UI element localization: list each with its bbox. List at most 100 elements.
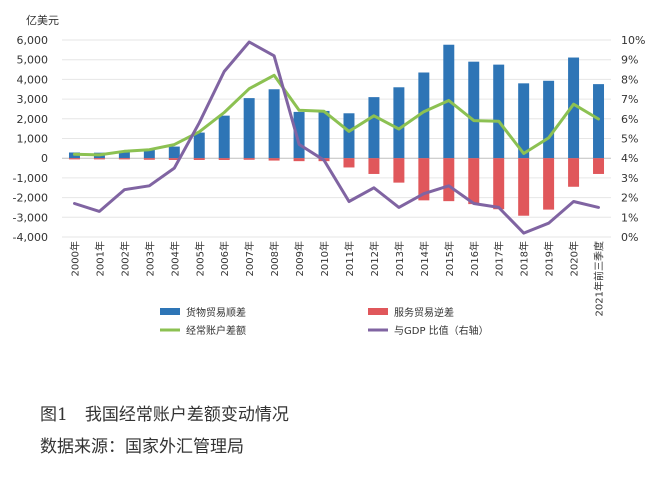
right-tick-label: 8% — [621, 73, 638, 86]
services-trade-bar — [368, 158, 380, 174]
chart: -4,000 -3,000 -2,000 -1,000 0 1,000 2,000 3,000… — [13, 14, 646, 337]
current-account-line — [73, 73, 600, 157]
goods-trade-bar — [568, 57, 580, 159]
right-tick-label: 3% — [621, 172, 638, 185]
x-tick-label: 2013年 — [393, 241, 406, 276]
goods-trade-bar — [343, 113, 355, 159]
x-tick-label: 2003年 — [143, 241, 156, 276]
x-tick-label: 2012年 — [368, 241, 381, 276]
services-trade-bar — [193, 158, 205, 160]
goods-trade-bar — [243, 98, 255, 159]
right-tick-label: 1% — [621, 211, 638, 224]
x-tick-label: 2020年 — [568, 241, 581, 276]
left-tick-label: -4,000 — [13, 231, 48, 244]
x-tick-label: 2008年 — [268, 241, 281, 276]
legend-label: 服务贸易逆差 — [394, 306, 454, 319]
services-trade-bar — [393, 158, 405, 183]
x-tick-label: 2011年 — [343, 241, 356, 276]
services-trade-bar — [218, 158, 230, 160]
goods-trade-bar — [468, 61, 480, 159]
services-trade-bar — [543, 158, 555, 210]
goods-trade-bar — [543, 80, 555, 159]
x-tick-label: 2009年 — [293, 241, 306, 276]
x-tick-label: 2010年 — [318, 241, 331, 276]
services-trade-bar — [168, 158, 180, 160]
right-tick-label: 9% — [621, 54, 638, 67]
services-trade-bar — [293, 158, 305, 162]
left-tick-label: 0 — [41, 152, 48, 165]
x-tick-label: 2007年 — [243, 241, 256, 276]
right-tick-label: 5% — [621, 133, 638, 146]
services-trade-bar — [343, 158, 355, 168]
goods-trade-bar — [143, 149, 155, 159]
gdp-ratio-line — [73, 40, 600, 235]
x-tick-label: 2002年 — [118, 241, 131, 276]
right-tick-label: 7% — [621, 93, 638, 106]
line-series — [73, 40, 600, 235]
services-trade-bar — [468, 158, 480, 205]
right-tick-label: 6% — [621, 113, 638, 126]
right-axis: 0% 1% 2% 3% 4% 5% 6% 7% 8% 9% 10% — [621, 34, 645, 244]
goods-trade-bar — [293, 111, 305, 159]
x-axis-labels: 2000年 2001年 2002年 2003年 2004年 2005年 2006年 2007年… — [68, 241, 605, 316]
left-tick-label: 3,000 — [17, 93, 49, 106]
x-tick-label: 2019年 — [543, 241, 556, 276]
x-tick-label: 2000年 — [68, 241, 81, 276]
x-tick-label: 2017年 — [493, 241, 506, 276]
right-tick-label: 10% — [621, 34, 645, 47]
left-tick-label: 2,000 — [17, 113, 49, 126]
x-tick-label: 2005年 — [193, 241, 206, 276]
left-tick-label: 1,000 — [17, 133, 49, 146]
goods-trade-bar — [193, 132, 205, 159]
left-tick-label: 4,000 — [17, 73, 49, 86]
left-axis: -4,000 -3,000 -2,000 -1,000 0 1,000 2,000 3,000… — [13, 34, 48, 244]
goods-trade-bar — [418, 72, 430, 159]
legend-swatch — [160, 308, 180, 315]
goods-trade-bar — [518, 83, 530, 159]
services-trade-bar — [518, 158, 530, 216]
left-tick-label: -1,000 — [13, 172, 48, 185]
services-trade-bar — [443, 158, 455, 202]
services-trade-bar — [568, 158, 580, 187]
goods-trade-bar — [393, 87, 405, 159]
x-tick-label: 2006年 — [218, 241, 231, 276]
legend-label: 与GDP 比值（右轴） — [394, 324, 489, 337]
source-note: 数据来源：国家外汇管理局 — [40, 437, 244, 457]
bar-series — [68, 44, 605, 216]
right-tick-label: 0% — [621, 231, 638, 244]
services-trade-bar — [418, 158, 430, 201]
services-trade-bar — [493, 158, 505, 210]
left-tick-label: -2,000 — [13, 192, 48, 205]
left-axis-unit: 亿美元 — [26, 14, 59, 27]
services-trade-bar — [68, 158, 80, 160]
goods-trade-bar — [318, 110, 330, 159]
goods-trade-bar — [168, 146, 180, 159]
right-tick-label: 4% — [621, 152, 638, 165]
right-tick-label: 2% — [621, 192, 638, 205]
goods-trade-bar — [493, 64, 505, 159]
x-tick-label: 2021年前三季度 — [593, 241, 606, 316]
x-tick-label: 2001年 — [93, 241, 106, 276]
services-trade-bar — [118, 158, 130, 160]
services-trade-bar — [93, 158, 105, 160]
goods-trade-bar — [593, 84, 605, 159]
legend-label: 货物贸易顺差 — [186, 306, 246, 319]
left-tick-label: 6,000 — [17, 34, 49, 47]
services-trade-bar — [143, 158, 155, 160]
left-tick-label: 5,000 — [17, 54, 49, 67]
x-tick-label: 2015年 — [443, 241, 456, 276]
x-tick-label: 2018年 — [518, 241, 531, 276]
services-trade-bar — [243, 158, 255, 160]
x-tick-label: 2004年 — [168, 241, 181, 276]
x-tick-label: 2016年 — [468, 241, 481, 276]
goods-trade-bar — [118, 150, 130, 159]
goods-trade-bar — [368, 97, 380, 159]
left-tick-label: -3,000 — [13, 211, 48, 224]
legend-swatch — [368, 308, 388, 315]
goods-trade-bar — [268, 89, 280, 159]
figure-title: 图1 我国经常账户差额变动情况 — [40, 405, 289, 425]
x-tick-label: 2014年 — [418, 241, 431, 276]
services-trade-bar — [593, 158, 605, 174]
gridlines — [62, 39, 611, 238]
